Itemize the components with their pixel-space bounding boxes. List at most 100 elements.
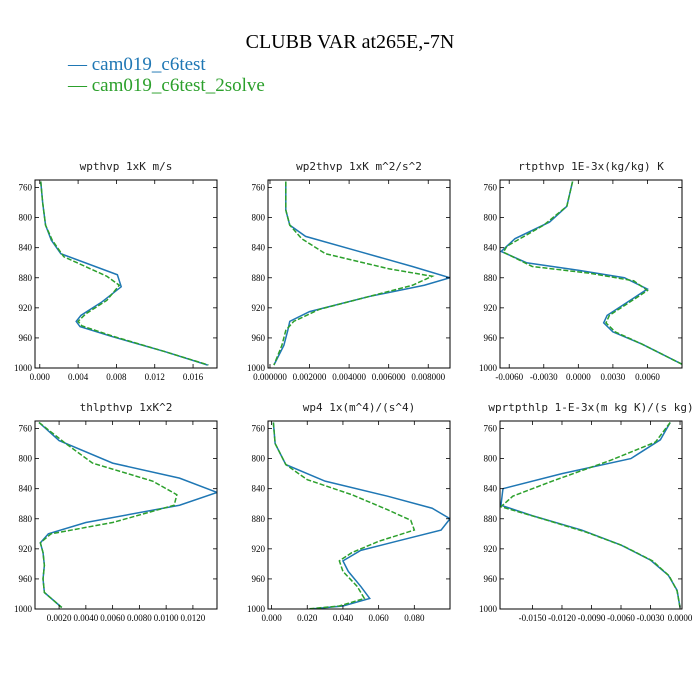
series-line-2 — [273, 181, 435, 366]
legend-entry-2: — cam019_c6test_2solve — [67, 75, 265, 96]
y-tick-label: 840 — [484, 243, 498, 253]
x-tick-label: 0.060 — [369, 613, 390, 623]
series-line-1 — [38, 421, 217, 609]
x-tick-label: 0.006000 — [372, 372, 406, 382]
plot-frame — [499, 179, 683, 369]
y-tick-label: 960 — [19, 333, 33, 343]
y-tick-label: 760 — [252, 183, 266, 193]
y-tick-label: 840 — [252, 484, 266, 494]
x-tick-label: 0.0060 — [635, 372, 660, 382]
series-line-2 — [40, 181, 209, 366]
plot-frame — [267, 179, 451, 369]
x-tick-label: 0.0060 — [100, 613, 125, 623]
y-tick-label: 880 — [252, 273, 266, 283]
y-tick-label: 960 — [484, 574, 498, 584]
x-tick-label: 0.0100 — [154, 613, 179, 623]
y-tick-label: 880 — [484, 273, 498, 283]
x-tick-label: 0.0000 — [668, 613, 693, 623]
x-tick-label: -0.0120 — [548, 613, 576, 623]
y-tick-label: 760 — [252, 424, 266, 434]
y-tick-label: 1000 — [14, 604, 33, 614]
panel-title: wprtpthlp 1-E-3x(m kg K)/(s kg) — [488, 401, 693, 414]
y-tick-label: 1000 — [247, 604, 266, 614]
series-line-2 — [272, 422, 416, 609]
panel-title: wpthvp 1xK m/s — [80, 160, 173, 173]
panel-title: wp2thvp 1xK m^2/s^2 — [296, 160, 422, 173]
y-tick-label: 840 — [19, 243, 33, 253]
x-tick-label: 0.004 — [68, 372, 89, 382]
y-tick-label: 920 — [19, 303, 33, 313]
x-tick-label: 0.040 — [333, 613, 354, 623]
panel-6: wprtpthlp 1-E-3x(m kg K)/(s kg) 760 800 840… — [479, 401, 694, 623]
x-tick-label: -0.0060 — [607, 613, 635, 623]
y-tick-label: 760 — [19, 183, 33, 193]
y-tick-label: 760 — [484, 183, 498, 193]
x-tick-label: -0.0060 — [495, 372, 523, 382]
y-tick-label: 920 — [252, 303, 266, 313]
series-line-1 — [500, 181, 682, 365]
y-tick-label: 920 — [252, 544, 266, 554]
panel-1: wpthvp 1xK m/s76080084088092096010000.00… — [14, 160, 218, 382]
y-tick-label: 800 — [484, 454, 498, 464]
y-tick-label: 840 — [484, 484, 498, 494]
y-tick-label: 1000 — [479, 363, 498, 373]
series-line-1 — [40, 181, 208, 366]
y-tick-label: 960 — [484, 333, 498, 343]
x-tick-label: 0.008000 — [411, 372, 445, 382]
y-tick-label: 880 — [19, 273, 33, 283]
x-tick-label: 0.000 — [30, 372, 51, 382]
x-tick-label: -0.0150 — [519, 613, 547, 623]
y-tick-label: 880 — [252, 514, 266, 524]
x-tick-label: -0.0030 — [530, 372, 558, 382]
x-tick-label: -0.0090 — [578, 613, 606, 623]
panels: wpthvp 1xK m/s76080084088092096010000.00… — [14, 160, 694, 623]
series-line-1 — [273, 181, 450, 366]
panel-title: thlpthvp 1xK^2 — [80, 401, 173, 414]
y-tick-label: 800 — [484, 213, 498, 223]
plot-frame — [499, 420, 683, 610]
y-tick-label: 880 — [19, 514, 33, 524]
y-tick-label: 920 — [484, 303, 498, 313]
y-tick-label: 1000 — [14, 363, 33, 373]
x-tick-label: 0.016 — [183, 372, 204, 382]
x-tick-label: 0.080 — [404, 613, 425, 623]
series-line-2 — [500, 422, 681, 608]
y-tick-label: 840 — [252, 243, 266, 253]
x-tick-label: 0.002000 — [293, 372, 327, 382]
plot-frame — [34, 179, 218, 369]
y-tick-label: 920 — [484, 544, 498, 554]
y-tick-label: 960 — [252, 333, 266, 343]
y-tick-label: 920 — [19, 544, 33, 554]
y-tick-label: 800 — [252, 454, 266, 464]
panel-title: wp4 1x(m^4)/(s^4) — [303, 401, 416, 414]
series-line-2 — [38, 421, 178, 609]
x-tick-label: 0.0020 — [47, 613, 72, 623]
y-tick-label: 1000 — [479, 604, 498, 614]
x-tick-label: -0.0030 — [637, 613, 665, 623]
figure-title: CLUBB VAR at265E,-7N — [246, 31, 455, 53]
plot-frame — [34, 420, 218, 610]
y-tick-label: 840 — [19, 484, 33, 494]
y-tick-label: 760 — [19, 424, 33, 434]
legend-entry-1: — cam019_c6test — [67, 54, 206, 75]
y-tick-label: 880 — [484, 514, 498, 524]
x-tick-label: 0.0120 — [181, 613, 206, 623]
x-tick-label: 0.000000 — [253, 372, 287, 382]
y-tick-label: 760 — [484, 424, 498, 434]
series-line-2 — [502, 181, 682, 365]
x-tick-label: 0.0080 — [127, 613, 152, 623]
series-line-1 — [272, 422, 450, 609]
y-tick-label: 960 — [19, 574, 33, 584]
x-tick-label: 0.0040 — [73, 613, 98, 623]
x-tick-label: 0.020 — [297, 613, 318, 623]
y-tick-label: 960 — [252, 574, 266, 584]
x-tick-label: 0.0030 — [601, 372, 626, 382]
x-tick-label: 0.008 — [106, 372, 127, 382]
y-tick-label: 1000 — [247, 363, 266, 373]
x-tick-label: 0.000 — [261, 613, 282, 623]
panel-title: rtpthvp 1E-3x(kg/kg) K — [518, 160, 664, 173]
x-tick-label: 0.0000 — [566, 372, 591, 382]
plot-frame — [267, 420, 451, 610]
y-tick-label: 800 — [252, 213, 266, 223]
